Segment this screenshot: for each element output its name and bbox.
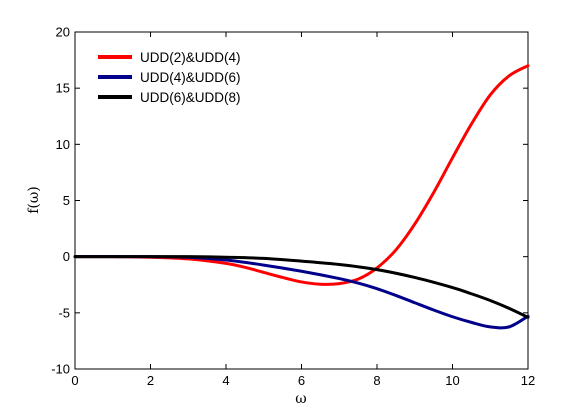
y-tick-label: 10 xyxy=(56,137,70,152)
y-tick-label: -5 xyxy=(58,305,70,320)
series-line-1 xyxy=(73,64,530,286)
x-tick-label: 0 xyxy=(71,373,78,388)
y-tick-label: 15 xyxy=(56,81,70,96)
x-tick-label: 6 xyxy=(298,373,305,388)
legend-label: UDD(6)&UDD(8) xyxy=(140,90,241,105)
x-tick-label: 12 xyxy=(521,373,535,388)
legend: UDD(2)&UDD(4) UDD(4)&UDD(6) UDD(6)&UDD(8) xyxy=(98,50,241,105)
y-tick-label: 5 xyxy=(63,193,70,208)
plot-area xyxy=(74,31,529,370)
x-tick-label: 4 xyxy=(222,373,229,388)
y-axis-title: f(ω) xyxy=(26,186,42,214)
legend-label: UDD(4)&UDD(6) xyxy=(140,70,241,85)
series-line-3 xyxy=(73,255,530,319)
x-tick-label: 2 xyxy=(147,373,154,388)
y-tick-label: 0 xyxy=(63,249,70,264)
x-axis-title: ω xyxy=(295,391,306,407)
legend-label: UDD(2)&UDD(4) xyxy=(140,50,241,65)
x-tick-label: 8 xyxy=(373,373,380,388)
series-layer xyxy=(73,64,530,330)
axis-ticks: 0 2 4 6 8 10 12 -10 -5 0 5 10 15 20 xyxy=(51,25,535,389)
y-tick-label: -10 xyxy=(51,362,70,377)
y-tick-label: 20 xyxy=(56,25,70,40)
x-tick-label: 10 xyxy=(445,373,459,388)
